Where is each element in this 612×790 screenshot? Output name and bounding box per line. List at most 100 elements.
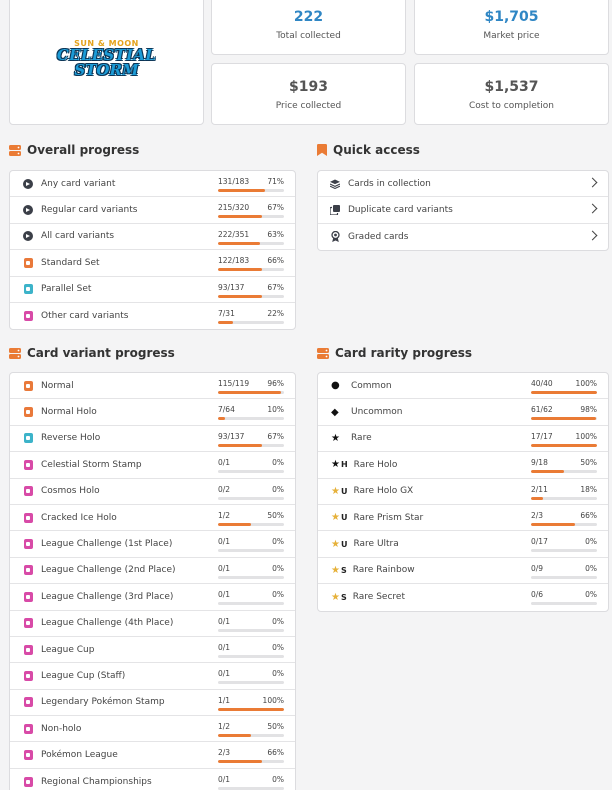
square-marker-icon (23, 750, 33, 761)
server-icon (317, 347, 329, 359)
progress-count: 2/11 (531, 484, 548, 494)
stat-cost-to-completion: $1,537 Cost to completion (414, 63, 609, 125)
list-item-label: Regular card variants (41, 205, 138, 216)
progress-meter: 0/9 0% (531, 563, 597, 579)
list-item[interactable]: All card variants 222/351 63% (10, 224, 295, 251)
progress-numbers: 0/17 0% (531, 536, 597, 547)
list-item-label: Normal Holo (41, 407, 97, 418)
progress-count: 0/9 (531, 563, 544, 573)
list-item[interactable]: ★ Rare 17/17 100% (318, 426, 608, 453)
progress-numbers: 0/1 0% (218, 589, 284, 600)
progress-bar (218, 470, 284, 474)
list-item[interactable]: Parallel Set 93/137 67% (10, 277, 295, 303)
quick-access-cards-in-collection[interactable]: Cards in collection (318, 171, 608, 198)
quick-access-graded-cards[interactable]: Graded cards (318, 224, 608, 250)
progress-count: 0/1 (218, 537, 231, 547)
list-item[interactable]: League Challenge (3rd Place) 0/1 0% (10, 584, 295, 611)
progress-numbers: 0/2 0% (218, 484, 284, 495)
progress-bar-fill (531, 496, 543, 500)
progress-numbers: 40/40 100% (531, 378, 597, 389)
progress-percent: 67% (267, 431, 284, 441)
progress-meter: 215/320 67% (218, 202, 284, 219)
rarity-symbol-icon: ★ (331, 432, 340, 444)
list-item[interactable]: Reverse Holo 93/137 67% (10, 426, 295, 453)
play-circle-icon (23, 205, 33, 216)
list-item[interactable]: ★ S Rare Rainbow 0/9 0% (318, 558, 608, 585)
quick-access-duplicate-variants[interactable]: Duplicate card variants (318, 197, 608, 224)
progress-count: 1/2 (218, 510, 231, 520)
progress-percent: 0% (272, 590, 284, 600)
progress-meter: 122/183 66% (218, 255, 284, 272)
list-item-label: Cosmos Holo (41, 486, 100, 497)
progress-numbers: 9/18 50% (531, 457, 597, 468)
bookmark-icon (317, 144, 327, 156)
progress-numbers: 131/183 71% (218, 176, 284, 187)
progress-numbers: 1/1 100% (218, 695, 284, 706)
progress-meter: 0/1 0% (218, 563, 284, 579)
list-item[interactable]: Cosmos Holo 0/2 0% (10, 479, 295, 505)
list-item-label: Rare Secret (352, 592, 405, 603)
list-item[interactable]: Non-holo 1/2 50% (10, 716, 295, 743)
progress-percent: 0% (272, 616, 284, 626)
list-item[interactable]: League Challenge (4th Place) 0/1 0% (10, 611, 295, 637)
list-item[interactable]: Pokémon League 2/3 66% (10, 742, 295, 769)
progress-numbers: 122/183 66% (218, 255, 284, 266)
list-item[interactable]: Regular card variants 215/320 67% (10, 197, 295, 224)
list-item[interactable]: ★ H Rare Holo 9/18 50% (318, 452, 608, 479)
progress-numbers: 93/137 67% (218, 282, 284, 293)
square-marker-icon (23, 591, 33, 602)
progress-bar (218, 189, 284, 192)
progress-count: 115/119 (218, 379, 250, 388)
progress-percent: 66% (580, 510, 597, 520)
progress-bar-fill (218, 760, 262, 764)
list-item[interactable]: ★ S Rare Secret 0/6 0% (318, 584, 608, 610)
chevron-right-icon (587, 230, 598, 241)
list-item[interactable]: Normal Holo 7/64 10% (10, 399, 295, 426)
progress-bar (218, 294, 284, 298)
play-circle-icon (23, 178, 33, 189)
progress-bar-fill (531, 470, 564, 474)
list-item[interactable]: League Challenge (1st Place) 0/1 0% (10, 531, 295, 558)
progress-bar (218, 443, 284, 447)
progress-bar (218, 549, 284, 553)
logo-line-3: STORM (74, 60, 139, 79)
list-item[interactable]: Other card variants 7/31 22% (10, 303, 295, 329)
list-item[interactable]: Any card variant 131/183 71% (10, 171, 295, 198)
section-title: Quick access (333, 143, 420, 157)
list-item[interactable]: League Cup 0/1 0% (10, 637, 295, 664)
list-item[interactable]: Regional Championships 0/1 0% (10, 769, 295, 790)
progress-percent: 67% (267, 203, 284, 213)
progress-count: 222/351 (218, 229, 250, 239)
progress-percent: 0% (272, 774, 284, 784)
stat-label: Price collected (275, 101, 342, 111)
progress-meter: 0/1 0% (218, 668, 284, 685)
list-item-label: League Cup (Staff) (41, 670, 126, 681)
progress-numbers: 2/3 66% (218, 747, 284, 758)
list-item[interactable]: Cracked Ice Holo 1/2 50% (10, 505, 295, 532)
list-item[interactable]: Celestial Storm Stamp 0/1 0% (10, 452, 295, 479)
list-item[interactable]: Standard Set 122/183 66% (10, 250, 295, 277)
progress-meter: 40/40 100% (531, 378, 597, 394)
list-item[interactable]: ◆ Uncommon 61/62 98% (318, 399, 608, 426)
list-item[interactable]: ★ U Rare Prism Star 2/3 66% (318, 505, 608, 532)
progress-bar (218, 786, 284, 790)
progress-bar-fill (218, 268, 262, 272)
list-item[interactable]: ★ U Rare Holo GX 2/11 18% (318, 479, 608, 505)
list-item[interactable]: ★ U Rare Ultra 0/17 0% (318, 531, 608, 558)
progress-percent: 0% (585, 590, 597, 600)
progress-meter: 1/2 50% (218, 721, 284, 738)
square-marker-icon (23, 670, 33, 681)
square-marker-icon (23, 257, 33, 268)
list-item[interactable]: Normal 115/119 96% (10, 373, 295, 400)
list-item[interactable]: ● Common 40/40 100% (318, 373, 608, 400)
list-item-label: Other card variants (41, 311, 129, 322)
list-item[interactable]: League Challenge (2nd Place) 0/1 0% (10, 558, 295, 585)
progress-meter: 9/18 50% (531, 457, 597, 474)
progress-bar (218, 575, 284, 579)
progress-numbers: 0/6 0% (531, 589, 597, 600)
progress-bar (218, 268, 284, 272)
progress-percent: 100% (575, 379, 597, 388)
progress-percent: 0% (272, 642, 284, 652)
list-item[interactable]: League Cup (Staff) 0/1 0% (10, 663, 295, 690)
list-item[interactable]: Legendary Pokémon Stamp 1/1 100% (10, 690, 295, 717)
